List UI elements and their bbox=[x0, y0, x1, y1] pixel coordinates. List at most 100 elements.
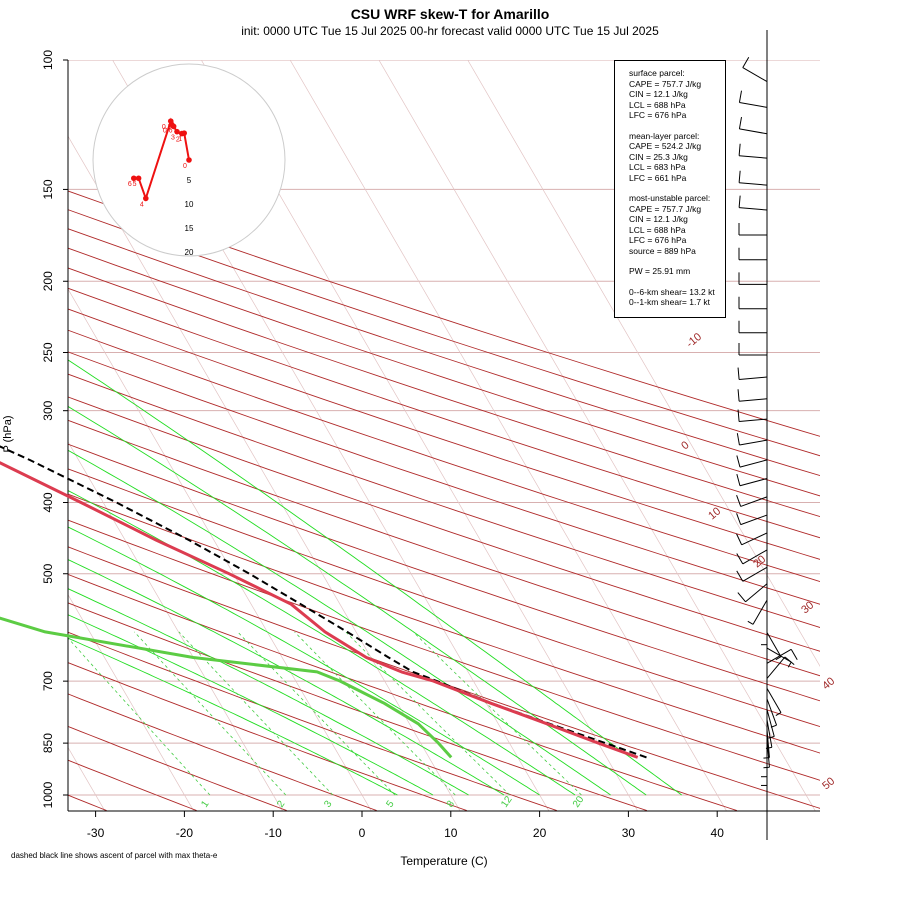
hodograph-point bbox=[167, 118, 174, 124]
isotherm-label: 0 bbox=[679, 439, 691, 452]
legend-mostunstable-block: most-unstable parcel: CAPE = 757.7 J/kg … bbox=[629, 193, 725, 256]
wind-barb bbox=[766, 709, 775, 739]
wind-barb-shaft bbox=[739, 102, 768, 108]
isotherm-label: 50 bbox=[820, 775, 837, 792]
legend-line: LCL = 688 hPa bbox=[629, 224, 686, 235]
wind-barb bbox=[737, 367, 768, 380]
hodograph-point bbox=[179, 130, 185, 137]
moist-adiabat bbox=[68, 614, 434, 796]
dewpoint-line bbox=[0, 616, 453, 759]
wind-barb bbox=[747, 599, 768, 625]
x-tick-label: -10 bbox=[265, 826, 283, 840]
dry-adiabat bbox=[68, 573, 738, 811]
wind-barb-feather bbox=[747, 620, 754, 625]
dry-adiabat bbox=[68, 209, 820, 457]
wind-barb-shaft bbox=[739, 398, 768, 402]
dry-adiabat bbox=[68, 329, 820, 583]
wind-barb-feather bbox=[736, 513, 742, 525]
wind-barb-feather bbox=[736, 455, 741, 468]
wind-barb-feather bbox=[736, 553, 744, 565]
legend-line: CIN = 12.1 J/kg bbox=[629, 89, 688, 99]
hodograph-point bbox=[174, 128, 180, 135]
hodograph-ring-label: 20 bbox=[185, 248, 194, 257]
legend-line: most-unstable parcel: bbox=[629, 193, 711, 203]
legend-line: source = 889 hPa bbox=[629, 245, 696, 256]
isotherm-line bbox=[68, 593, 194, 811]
x-tick-label: 30 bbox=[622, 826, 636, 840]
wind-barb-shaft bbox=[766, 739, 770, 768]
wind-barb-feather bbox=[768, 736, 775, 739]
temperature-line bbox=[0, 461, 639, 759]
legend-line: surface parcel: bbox=[629, 68, 685, 78]
wind-barb bbox=[738, 143, 768, 159]
mixing-ratio-label: 1 bbox=[199, 798, 211, 809]
legend-line: 0--6-km shear= 13.2 kt bbox=[629, 286, 715, 297]
dry-adiabat bbox=[68, 373, 820, 628]
y-tick-label: 700 bbox=[41, 671, 55, 691]
isotherm-line bbox=[467, 60, 820, 667]
wind-barb bbox=[738, 247, 767, 261]
wind-barb-feather bbox=[737, 389, 740, 402]
legend-line: CIN = 12.1 J/kg bbox=[629, 214, 688, 224]
chart-title: CSU WRF skew-T for Amarillo bbox=[350, 6, 550, 22]
dry-adiabat bbox=[68, 287, 820, 539]
legend-line: mean-layer parcel: bbox=[629, 130, 700, 141]
dry-adiabat bbox=[68, 519, 820, 781]
wind-barb-shaft bbox=[766, 709, 775, 737]
wind-barb bbox=[738, 117, 768, 135]
wind-barb-shaft bbox=[766, 648, 792, 664]
isotherm-line bbox=[68, 441, 283, 811]
wind-barb bbox=[736, 549, 768, 565]
hodograph-point-label: 1 bbox=[178, 136, 182, 143]
profiles bbox=[0, 445, 647, 759]
hodograph-point bbox=[131, 175, 137, 182]
wind-barb-feather bbox=[736, 474, 741, 486]
hodograph-point bbox=[186, 157, 192, 163]
wind-barb-shaft bbox=[766, 719, 773, 748]
wind-barb-feather bbox=[738, 143, 741, 156]
moist-adiabat bbox=[68, 588, 469, 796]
wind-barb bbox=[737, 409, 768, 423]
wind-barb bbox=[761, 616, 768, 646]
hodograph-point-label: 5 bbox=[133, 181, 137, 188]
hodograph-point bbox=[135, 175, 142, 182]
wind-barb-shaft bbox=[739, 128, 768, 135]
hodograph-point bbox=[143, 195, 149, 202]
background-lines bbox=[68, 60, 820, 811]
wind-barb-shaft bbox=[739, 155, 768, 159]
mixing-ratio-label: 3 bbox=[322, 798, 334, 809]
chart-subtitle: init: 0000 UTC Tue 15 Jul 2025 00-hr for… bbox=[241, 24, 659, 38]
wind-barb bbox=[737, 583, 768, 603]
hodograph-point-label: 6 bbox=[128, 181, 132, 188]
wind-barb bbox=[738, 343, 767, 356]
hodograph-ring-label: 15 bbox=[185, 224, 194, 233]
wind-barb-feather bbox=[736, 570, 744, 582]
mixing-ratio-line bbox=[68, 637, 211, 796]
dry-adiabat bbox=[68, 602, 648, 811]
isotherm-label: 30 bbox=[799, 599, 816, 616]
wind-barb bbox=[736, 455, 768, 468]
wind-barb bbox=[738, 272, 767, 285]
dry-adiabat bbox=[68, 693, 377, 811]
wind-barb-shaft bbox=[740, 496, 768, 507]
dry-adiabat bbox=[68, 396, 820, 652]
wind-barb-shaft bbox=[739, 207, 768, 211]
dry-adiabat bbox=[68, 190, 820, 437]
moist-adiabat bbox=[68, 449, 611, 796]
x-tick-label: -30 bbox=[87, 826, 105, 840]
x-tick-label: 10 bbox=[444, 826, 458, 840]
isotherm-line bbox=[378, 60, 816, 811]
wind-barb-feather bbox=[742, 56, 750, 68]
moist-adiabat bbox=[68, 559, 505, 796]
hodograph-point-label: 0 bbox=[183, 163, 187, 170]
dry-adiabat bbox=[68, 468, 820, 728]
wind-barb-shaft bbox=[766, 647, 792, 663]
wind-barb-shaft bbox=[742, 67, 768, 83]
wind-barb bbox=[766, 648, 798, 664]
dry-adiabat bbox=[68, 546, 820, 809]
dry-adiabat bbox=[68, 794, 107, 811]
wind-barb bbox=[736, 532, 768, 546]
wind-barb-shaft bbox=[766, 656, 786, 679]
wind-barb-feather bbox=[736, 433, 740, 446]
wind-barb-shaft bbox=[739, 478, 768, 487]
